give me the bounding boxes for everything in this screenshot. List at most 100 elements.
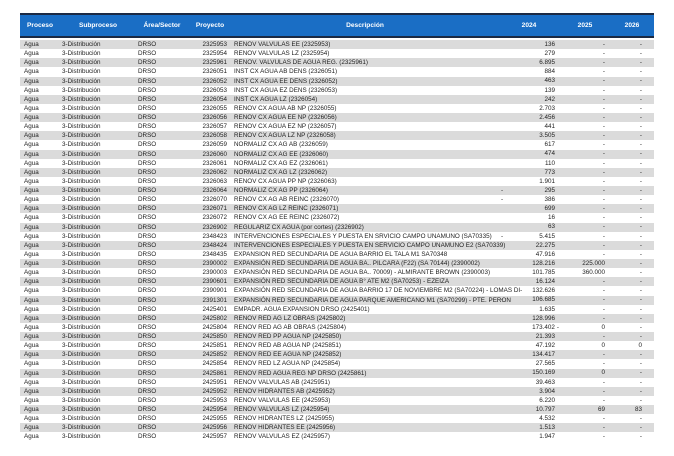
cell-proyecto[interactable]: 2425952 — [202, 387, 227, 395]
cell-subproceso[interactable]: 3-Distribución — [62, 95, 101, 103]
cell-y2025[interactable]: - — [602, 59, 605, 67]
cell-area[interactable]: DRSO — [138, 232, 157, 240]
cell-y2026[interactable]: - — [639, 314, 642, 322]
cell-proyecto[interactable]: 2425953 — [202, 396, 227, 404]
cell-subproceso[interactable]: 3-Distribución — [62, 406, 101, 413]
cell-descripcion[interactable]: RENOV CX AGUA EZ NP (2326057) — [234, 123, 337, 131]
cell-descripcion[interactable]: INTERVENCIONES ESPECIALES Y PUESTA EN SR… — [234, 232, 492, 240]
cell-area[interactable]: DRSO — [138, 314, 157, 322]
cell-proceso[interactable]: Agua — [24, 132, 39, 140]
cell-area[interactable]: DRSO — [138, 305, 157, 313]
cell-proceso[interactable]: Agua — [24, 433, 39, 441]
cell-y2024[interactable]: 3.505 — [539, 132, 555, 140]
cell-area[interactable]: DRSO — [138, 59, 157, 67]
cell-subproceso[interactable]: 3-Distribución — [62, 205, 101, 213]
cell-y2025[interactable]: 0 — [601, 369, 605, 377]
cell-subproceso[interactable]: 3-Distribución — [62, 351, 101, 359]
cell-y2024[interactable]: 16 — [547, 214, 555, 222]
cell-subproceso[interactable]: 3-Distribución — [62, 214, 101, 222]
cell-y2024[interactable]: -106.685 — [501, 296, 555, 304]
cell-area[interactable]: DRSO — [138, 424, 157, 432]
cell-subproceso[interactable]: 3-Distribución — [62, 360, 101, 368]
cell-area[interactable]: DRSO — [138, 95, 157, 103]
cell-area[interactable]: DRSO — [138, 369, 157, 377]
cell-proyecto[interactable]: 2325953 — [202, 41, 227, 48]
cell-y2024[interactable]: 463 — [544, 77, 555, 85]
cell-y2024[interactable]: 101.785 — [532, 269, 555, 277]
cell-y2026[interactable]: - — [639, 113, 642, 121]
cell-subproceso[interactable]: 3-Distribución — [62, 287, 101, 295]
cell-y2025[interactable]: - — [602, 296, 605, 304]
cell-y2025[interactable]: - — [602, 159, 605, 167]
cell-y2025[interactable]: 360.000 — [582, 269, 605, 277]
cell-y2024[interactable]: 279 — [544, 50, 555, 58]
cell-y2025[interactable]: - — [602, 77, 605, 85]
cell-proceso[interactable]: Agua — [24, 333, 39, 340]
cell-proceso[interactable]: Agua — [24, 278, 39, 286]
cell-descripcion[interactable]: RENOV RED AG LZ OBRAS (2425802) — [234, 314, 346, 322]
cell-descripcion[interactable]: RENOV CX AG AB REINC (2326070) — [234, 196, 339, 204]
cell-y2026[interactable]: - — [639, 132, 642, 140]
cell-subproceso[interactable]: 3-Distribución — [62, 68, 101, 76]
cell-proceso[interactable]: Agua — [24, 150, 39, 158]
cell-y2024[interactable]: 884 — [544, 68, 555, 76]
cell-proceso[interactable]: Agua — [24, 95, 39, 103]
cell-subproceso[interactable]: 3-Distribución — [62, 168, 101, 176]
cell-y2024[interactable]: 474 — [544, 150, 555, 158]
cell-descripcion[interactable]: NORMALIZ CX AG EZ (2326061) — [234, 159, 328, 167]
cell-y2025[interactable]: - — [602, 50, 605, 58]
cell-y2026[interactable]: - — [639, 296, 642, 304]
cell-y2024[interactable]: 10.797 — [535, 405, 555, 413]
cell-subproceso[interactable]: 3-Distribución — [62, 269, 101, 277]
cell-proceso[interactable]: Agua — [24, 369, 39, 377]
cell-proyecto[interactable]: 2326059 — [202, 141, 227, 149]
cell-proceso[interactable]: Agua — [24, 159, 39, 167]
cell-y2024[interactable]: -295 — [501, 186, 555, 194]
cell-y2024[interactable]: 4.532 — [539, 415, 555, 423]
cell-y2025[interactable]: - — [602, 214, 605, 222]
cell-area[interactable]: DRSO — [138, 50, 157, 58]
cell-y2024[interactable]: 134.417 — [532, 351, 555, 359]
cell-subproceso[interactable]: 3-Distribución — [62, 86, 101, 94]
cell-y2025[interactable]: - — [602, 232, 605, 240]
cell-proyecto[interactable]: 2326060 — [202, 150, 227, 158]
cell-y2026[interactable]: - — [639, 232, 642, 240]
cell-descripcion[interactable]: INTERVENCIONES ESPECIALES Y PUESTA EN SE… — [234, 241, 506, 249]
cell-proceso[interactable]: Agua — [24, 396, 39, 404]
cell-proyecto[interactable]: 2326071 — [202, 205, 227, 213]
cell-proyecto[interactable]: 2326070 — [202, 196, 227, 204]
cell-proceso[interactable]: Agua — [24, 342, 39, 350]
cell-descripcion[interactable]: EXPANSIÓN RED SECUNDARIA DE AGUA PARQUE … — [234, 296, 511, 304]
cell-y2024[interactable]: 2.456 — [539, 113, 555, 121]
cell-y2025[interactable]: - — [602, 205, 605, 213]
cell-y2024[interactable]: 173.402- — [532, 323, 559, 331]
cell-y2026[interactable]: - — [639, 168, 642, 176]
cell-area[interactable]: DRSO — [138, 396, 157, 404]
cell-subproceso[interactable]: 3-Distribución — [62, 150, 101, 158]
cell-y2024[interactable]: 47.192 — [535, 342, 555, 350]
cell-y2026[interactable]: 83 — [634, 405, 642, 413]
cell-descripcion[interactable]: NORMALIZ CX AG AB (2326059) — [234, 141, 328, 149]
cell-y2026[interactable]: - — [639, 241, 642, 249]
cell-y2025[interactable]: - — [602, 132, 605, 140]
cell-area[interactable]: DRSO — [138, 351, 157, 359]
cell-proyecto[interactable]: 2425951 — [202, 378, 227, 386]
cell-descripcion[interactable]: EXPANSION RED SECUNDARIA DE AGUA BARRIO … — [234, 250, 448, 258]
cell-proceso[interactable]: Agua — [24, 406, 39, 413]
cell-proyecto[interactable]: 2425804 — [202, 323, 227, 331]
cell-y2026[interactable]: - — [639, 415, 642, 423]
cell-y2026[interactable]: 0 — [638, 342, 642, 350]
cell-subproceso[interactable]: 3-Distribución — [62, 114, 101, 121]
cell-proceso[interactable]: Agua — [24, 50, 39, 58]
cell-proceso[interactable]: Agua — [24, 378, 39, 386]
cell-proceso[interactable]: Agua — [24, 287, 39, 295]
cell-y2025[interactable]: - — [602, 150, 605, 158]
cell-y2026[interactable]: - — [639, 424, 642, 432]
cell-descripcion[interactable]: NORMALIZ CX AG PP (2326064) — [234, 187, 329, 194]
cell-descripcion[interactable]: EXPANSIÓN RED SECUNDARIA DE AGUA B° ATE … — [234, 278, 450, 286]
cell-proyecto[interactable]: 2348424 — [202, 241, 227, 249]
cell-proyecto[interactable]: 2390601 — [202, 278, 227, 286]
cell-proceso[interactable]: Agua — [24, 196, 39, 204]
cell-subproceso[interactable]: 3-Distribución — [62, 141, 101, 149]
cell-descripcion[interactable]: RENOV VALVULAS EE (2425953) — [234, 396, 331, 404]
